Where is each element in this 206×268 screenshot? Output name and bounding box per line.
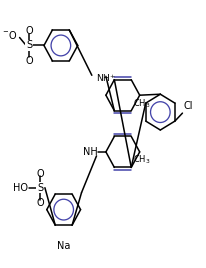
Text: NH$^{+}$: NH$^{+}$	[95, 72, 115, 84]
Text: CH$_3$: CH$_3$	[132, 154, 150, 166]
Text: O: O	[36, 169, 44, 179]
Text: Cl: Cl	[183, 101, 192, 111]
Text: O: O	[36, 198, 44, 208]
Text: NH: NH	[82, 147, 97, 157]
Text: CH$_3$: CH$_3$	[132, 97, 150, 110]
Text: HO: HO	[13, 183, 28, 193]
Text: S: S	[26, 40, 32, 50]
Text: O: O	[25, 25, 33, 36]
Text: O: O	[25, 56, 33, 66]
Text: $^{-}$O: $^{-}$O	[1, 28, 17, 40]
Text: S: S	[37, 183, 43, 193]
Text: Na: Na	[57, 241, 70, 251]
